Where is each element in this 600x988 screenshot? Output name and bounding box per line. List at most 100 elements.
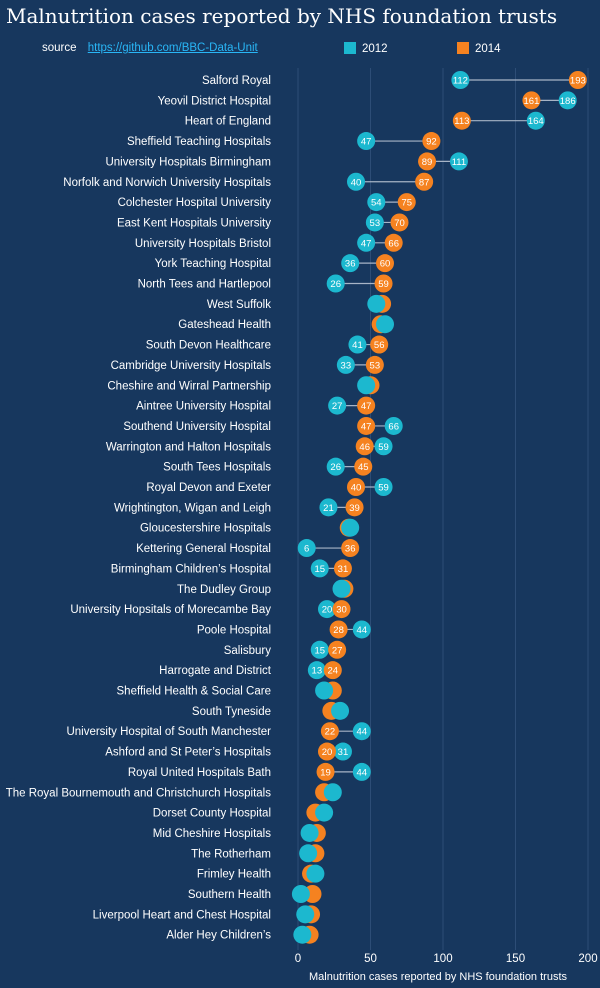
data-point-2012[interactable]: [299, 844, 318, 863]
data-label-2014: 28: [333, 625, 344, 636]
x-tick-label: 150: [506, 953, 525, 965]
data-point-2012[interactable]: [296, 905, 315, 924]
data-point-2012[interactable]: [357, 233, 376, 252]
data-point-2014[interactable]: [318, 742, 336, 761]
category-label: Wrightington, Wigan and Leigh: [114, 502, 271, 514]
data-point-2014[interactable]: [522, 91, 541, 110]
data-point-2014[interactable]: [329, 620, 348, 639]
category-label: Kettering General Hospital: [136, 543, 271, 555]
data-point-2014[interactable]: [452, 111, 471, 130]
data-point-2014[interactable]: [341, 539, 360, 558]
data-point-2012[interactable]: [367, 294, 386, 313]
x-tick-label: 50: [364, 953, 377, 965]
data-label-2012: 59: [378, 442, 389, 453]
data-label-2014: 113: [454, 116, 469, 127]
data-point-2012[interactable]: [297, 539, 316, 558]
data-point-2012[interactable]: [326, 457, 345, 476]
source-link[interactable]: https://github.com/BBC-Data-Unit: [87, 42, 258, 54]
data-point-2012[interactable]: [307, 661, 326, 680]
data-point-2012[interactable]: [336, 355, 355, 374]
data-label-2012: 27: [332, 401, 343, 412]
data-point-2012[interactable]: [352, 722, 371, 741]
category-label: West Suffolk: [207, 299, 271, 311]
legend-item-2012[interactable]: 2012: [344, 42, 388, 55]
data-point-2012[interactable]: [300, 823, 319, 842]
data-label-2014: 75: [401, 198, 412, 209]
data-point-2012[interactable]: [291, 885, 310, 903]
data-point-2014[interactable]: [320, 722, 339, 741]
data-point-2012[interactable]: [526, 111, 545, 130]
data-point-2012[interactable]: [341, 518, 360, 537]
data-point-2012[interactable]: [328, 396, 347, 415]
data-point-2012[interactable]: [367, 193, 386, 212]
data-point-2014[interactable]: [355, 437, 374, 456]
data-point-2012[interactable]: [341, 254, 360, 273]
data-point-2014[interactable]: [370, 335, 389, 354]
chart-title: Malnutrition cases reported by NHS found…: [6, 4, 558, 28]
data-label-2012: 47: [361, 137, 372, 148]
data-point-2012[interactable]: [451, 71, 470, 89]
category-label: Birmingham Children’s Hospital: [111, 563, 271, 575]
data-point-2012[interactable]: [348, 335, 367, 354]
data-point-2014[interactable]: [376, 254, 394, 273]
data-point-2014[interactable]: [347, 478, 365, 496]
data-point-2012[interactable]: [352, 762, 371, 781]
data-point-2012[interactable]: [319, 498, 338, 517]
data-point-2014[interactable]: [323, 661, 342, 680]
data-point-2012[interactable]: [306, 864, 325, 883]
data-point-2012[interactable]: [357, 376, 376, 395]
data-point-2012[interactable]: [333, 742, 352, 761]
data-point-2012[interactable]: [374, 437, 393, 456]
data-point-2012[interactable]: [332, 579, 351, 598]
data-label-2012: 41: [352, 340, 363, 351]
legend-item-2014[interactable]: 2014: [457, 42, 501, 55]
data-point-2012[interactable]: [376, 315, 394, 334]
data-point-2014[interactable]: [333, 559, 352, 578]
data-point-2012[interactable]: [293, 925, 312, 944]
data-point-2012[interactable]: [558, 91, 577, 110]
data-point-2012[interactable]: [449, 152, 468, 171]
data-point-2012[interactable]: [315, 803, 334, 822]
data-point-2012[interactable]: [310, 640, 329, 659]
data-label-2014: 59: [378, 279, 389, 290]
data-point-2012[interactable]: [310, 559, 329, 578]
data-point-2014[interactable]: [357, 416, 376, 435]
data-point-2014[interactable]: [316, 762, 335, 781]
data-point-2012[interactable]: [352, 620, 371, 639]
data-label-2012: 44: [357, 625, 368, 636]
data-point-2014[interactable]: [332, 600, 351, 619]
data-point-2012[interactable]: [347, 172, 365, 191]
category-label: Colchester Hospital University: [118, 197, 272, 209]
x-tick-label: 200: [578, 953, 597, 965]
data-point-2014[interactable]: [374, 274, 393, 293]
data-point-2014[interactable]: [365, 355, 384, 374]
data-point-2014[interactable]: [345, 498, 364, 517]
data-point-2014[interactable]: [422, 132, 441, 151]
data-point-2012[interactable]: [326, 274, 345, 293]
data-label-2012: 164: [528, 116, 544, 127]
data-point-2014[interactable]: [354, 457, 373, 476]
data-label-2012: 26: [330, 462, 341, 473]
data-point-2012[interactable]: [323, 783, 342, 802]
data-point-2014[interactable]: [390, 213, 409, 232]
source-row: source https://github.com/BBC-Data-Unit: [42, 42, 258, 54]
data-point-2014[interactable]: [415, 172, 434, 191]
data-label-2014: 31: [338, 564, 349, 575]
data-point-2012[interactable]: [374, 478, 393, 496]
data-point-2014[interactable]: [397, 193, 416, 212]
data-point-2012[interactable]: [357, 132, 376, 151]
data-point-2014[interactable]: [384, 233, 403, 252]
data-point-2012[interactable]: [365, 213, 384, 232]
data-point-2012[interactable]: [331, 701, 350, 720]
data-point-2012[interactable]: [315, 681, 334, 700]
data-label-2012: 53: [370, 218, 381, 229]
category-label: The Rotherham: [191, 848, 271, 860]
data-point-2012[interactable]: [318, 600, 336, 619]
data-point-2014[interactable]: [418, 152, 437, 171]
data-point-2014[interactable]: [357, 396, 376, 415]
data-point-2012[interactable]: [384, 416, 403, 435]
data-point-2014[interactable]: [328, 640, 347, 659]
data-point-2014[interactable]: [568, 71, 587, 89]
category-label: Gloucestershire Hospitals: [140, 523, 271, 535]
